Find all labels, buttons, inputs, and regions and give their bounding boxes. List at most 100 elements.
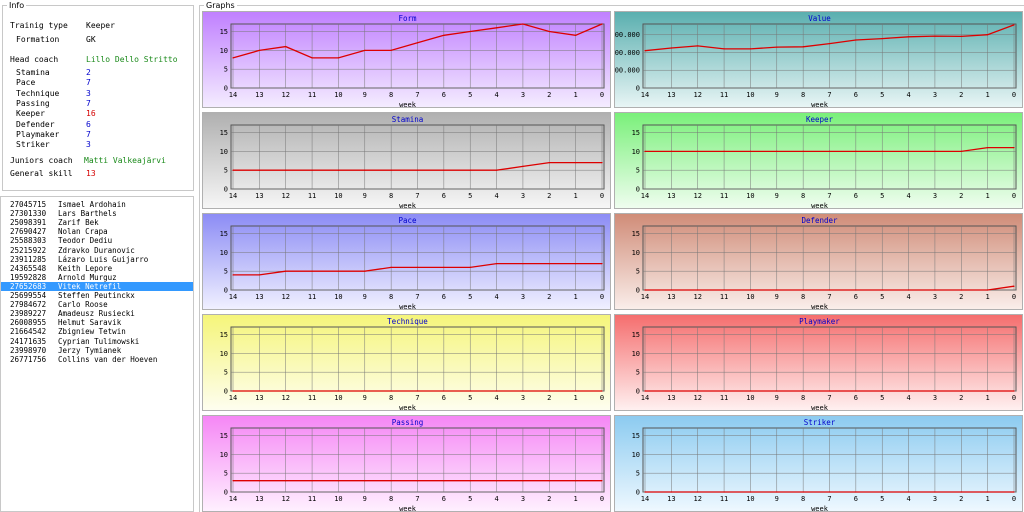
data-point: [364, 49, 366, 51]
x-tick-label: 7: [827, 293, 831, 301]
x-tick-label: 3: [933, 394, 937, 402]
player-row[interactable]: 19592828 Arnold Murguz: [1, 273, 193, 282]
data-point: [575, 162, 577, 164]
y-tick-label: 100.000: [615, 67, 640, 75]
x-tick-label: 6: [854, 495, 858, 503]
data-point: [522, 165, 524, 168]
data-point: [548, 30, 550, 33]
data-point: [855, 289, 857, 291]
data-point: [987, 289, 989, 291]
data-point: [723, 390, 725, 392]
y-tick-label: 15: [220, 28, 228, 36]
data-point: [495, 480, 498, 482]
x-tick-label: 10: [334, 495, 342, 503]
player-name: Nolan Crapa: [58, 227, 108, 237]
player-name: Ismael Ardohain: [58, 200, 126, 209]
x-tick-label: 9: [363, 394, 367, 402]
info-group-title: Info: [7, 1, 27, 10]
x-axis-label: week: [399, 404, 417, 412]
x-tick-label: 10: [746, 192, 754, 200]
data-point: [443, 266, 445, 269]
player-row[interactable]: 24171635 Cyprian Tulimowski: [1, 337, 193, 346]
data-point: [828, 390, 831, 392]
data-point: [960, 390, 962, 392]
data-point: [364, 480, 366, 482]
player-row[interactable]: 26008955 Helmut Saravik: [1, 318, 193, 327]
x-tick-label: 8: [801, 293, 805, 301]
x-tick-label: 4: [494, 495, 498, 503]
player-row[interactable]: 23989227 Amadeusz Rusiecki: [1, 309, 193, 318]
x-tick-label: 9: [775, 394, 779, 402]
x-tick-label: 7: [827, 91, 831, 99]
x-tick-label: 12: [693, 293, 701, 301]
player-name: Carlo Roose: [58, 300, 108, 310]
x-tick-label: 0: [1012, 91, 1016, 99]
y-tick-label: 10: [632, 451, 640, 459]
x-tick-label: 8: [801, 394, 805, 402]
player-row[interactable]: 23998970 Jerzy Tymianek: [1, 346, 193, 355]
player-row[interactable]: 27652683 Vitek Netrefil: [1, 281, 193, 291]
x-tick-label: 12: [693, 394, 701, 402]
data-point: [232, 390, 234, 392]
y-tick-label: 15: [220, 331, 228, 339]
data-point: [548, 162, 550, 164]
x-tick-label: 5: [468, 91, 472, 99]
player-row[interactable]: 24365548 Keith Lepore: [1, 264, 193, 273]
data-point: [443, 390, 445, 392]
data-point: [644, 50, 646, 52]
data-point: [601, 162, 603, 164]
y-tick-label: 0: [636, 388, 640, 396]
x-axis-label: week: [811, 404, 829, 412]
player-id: 27690427: [10, 227, 47, 237]
player-name: Collins van der Hoeven: [58, 354, 158, 364]
data-point: [285, 390, 287, 392]
player-row[interactable]: 26771756 Collins van der Hoeven: [1, 355, 193, 364]
data-point: [390, 49, 392, 51]
players-list[interactable]: 27045715 Ismael Ardohain 27301330 Lars Bart…: [0, 196, 194, 512]
x-tick-label: 6: [442, 91, 446, 99]
data-point: [776, 390, 778, 392]
player-row[interactable]: 25588303 Teodor Dediu: [1, 236, 193, 245]
x-axis-label: week: [399, 101, 417, 109]
x-tick-label: 1: [574, 192, 578, 200]
x-tick-label: 2: [959, 293, 963, 301]
player-row[interactable]: 23911285 Lázaro Luis Guijarro: [1, 255, 193, 264]
data-point: [907, 390, 910, 392]
chart-panel-playmaker: Playmaker 14 13 12 11 10 9 8 7 6 5 4 3 2 1 0 0 5 10 15 week: [614, 314, 1023, 412]
x-tick-label: 9: [363, 192, 367, 200]
player-row[interactable]: 21664542 Zbigniew Tetwin: [1, 327, 193, 336]
chart-panel-form: Form 14 13 12 11 10 9 8 7 6 5 4 3 2 1 0 0 5 10 15 week: [202, 11, 611, 109]
data-point: [337, 57, 340, 59]
skill-value: 6: [86, 119, 91, 129]
x-tick-label: 7: [415, 91, 419, 99]
data-point: [723, 150, 725, 152]
player-row[interactable]: 25699554 Steffen Peutinckx: [1, 291, 193, 300]
player-id: 25098391: [10, 218, 47, 228]
data-point: [285, 169, 287, 171]
skill-label: Passing: [16, 98, 50, 108]
player-row[interactable]: 27045715 Ismael Ardohain: [1, 200, 193, 209]
x-tick-label: 11: [308, 192, 316, 200]
data-point: [934, 35, 936, 37]
player-row[interactable]: 25098391 Zarif Bek: [1, 218, 193, 227]
data-point: [232, 480, 234, 482]
x-axis-label: week: [811, 202, 829, 210]
player-row[interactable]: 27690427 Nolan Crapa: [1, 227, 193, 236]
data-point: [548, 390, 550, 392]
y-tick-label: 0: [636, 85, 640, 93]
data-point: [776, 150, 778, 152]
player-row[interactable]: 27984672 Carlo Roose: [1, 300, 193, 309]
player-row[interactable]: 25215922 Zdravko Duranovic: [1, 246, 193, 255]
x-tick-label: 0: [600, 192, 604, 200]
x-tick-label: 12: [281, 91, 289, 99]
y-tick-label: 5: [224, 369, 228, 377]
data-point: [364, 169, 366, 171]
player-row[interactable]: 27301330 Lars Barthels: [1, 209, 193, 218]
x-tick-label: 4: [906, 192, 910, 200]
data-point: [1013, 491, 1015, 493]
